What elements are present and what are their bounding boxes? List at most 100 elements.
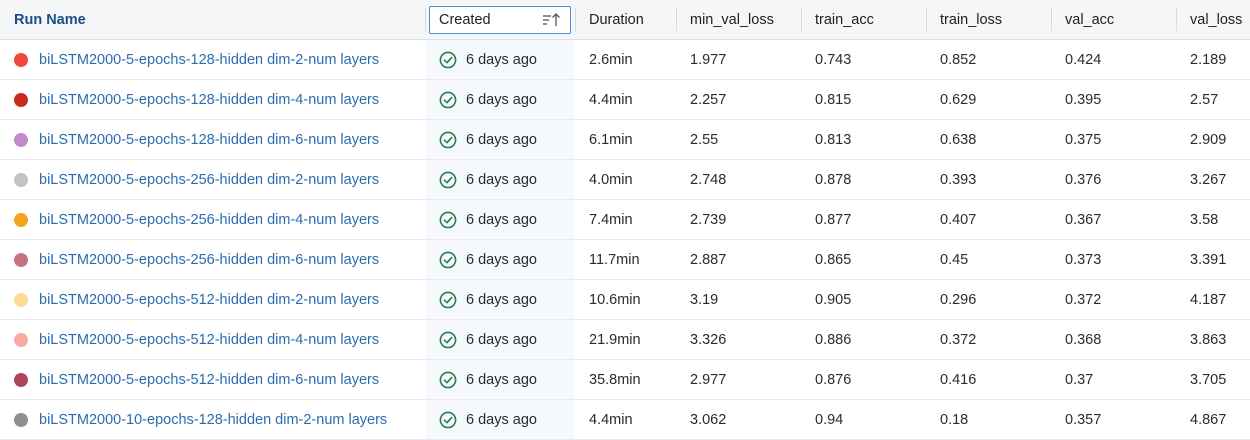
created-cell: 6 days ago <box>425 320 575 359</box>
run-name-cell: biLSTM2000-5-epochs-512-hidden dim-4-num… <box>0 320 425 359</box>
check-circle-icon <box>439 211 457 229</box>
column-header-label: Created <box>439 11 491 28</box>
val-loss-cell: 3.863 <box>1190 331 1227 348</box>
duration-cell: 21.9min <box>589 331 641 348</box>
train-loss-cell: 0.45 <box>940 251 969 268</box>
val-loss-cell: 3.58 <box>1190 211 1219 228</box>
created-cell: 6 days ago <box>425 120 575 159</box>
val-loss-cell: 2.57 <box>1190 91 1219 108</box>
run-name-link[interactable]: biLSTM2000-5-epochs-256-hidden dim-2-num… <box>39 171 380 188</box>
check-circle-icon <box>439 251 457 269</box>
check-circle-icon <box>439 411 457 429</box>
val-acc-cell: 0.357 <box>1065 411 1102 428</box>
run-name-link[interactable]: biLSTM2000-10-epochs-128-hidden dim-2-nu… <box>39 411 388 428</box>
run-name-link[interactable]: biLSTM2000-5-epochs-512-hidden dim-2-num… <box>39 291 380 308</box>
val-acc-cell: 0.368 <box>1065 331 1102 348</box>
run-name-link[interactable]: biLSTM2000-5-epochs-256-hidden dim-4-num… <box>39 211 380 228</box>
duration-cell: 4.0min <box>589 171 633 188</box>
duration-cell: 11.7min <box>589 251 640 268</box>
created-cell: 6 days ago <box>425 80 575 119</box>
run-name-link[interactable]: biLSTM2000-5-epochs-512-hidden dim-6-num… <box>39 371 380 388</box>
run-color-swatch[interactable] <box>14 172 28 187</box>
run-color-swatch[interactable] <box>14 132 28 147</box>
val-loss-cell: 3.705 <box>1190 371 1227 388</box>
created-time: 6 days ago <box>466 51 537 68</box>
train-loss-cell: 0.629 <box>940 91 977 108</box>
run-color-swatch[interactable] <box>14 292 28 307</box>
created-sort-control[interactable]: Created <box>429 5 571 34</box>
created-time: 6 days ago <box>466 371 537 388</box>
min-val-loss-cell: 3.062 <box>690 411 727 428</box>
train-acc-cell: 0.877 <box>815 211 852 228</box>
run-name-cell: biLSTM2000-5-epochs-512-hidden dim-6-num… <box>0 360 425 399</box>
table-row[interactable]: biLSTM2000-5-epochs-512-hidden dim-4-num… <box>0 320 1250 360</box>
val-acc-cell: 0.376 <box>1065 171 1102 188</box>
column-header-label: train_acc <box>815 11 874 28</box>
column-header-run-name[interactable]: Run Name <box>0 0 425 39</box>
duration-cell: 4.4min <box>589 91 633 108</box>
sort-ascending-icon[interactable] <box>542 12 562 28</box>
table-header: Run Name Created Duration min_v <box>0 0 1250 40</box>
table-row[interactable]: biLSTM2000-5-epochs-128-hidden dim-4-num… <box>0 80 1250 120</box>
table-row[interactable]: biLSTM2000-5-epochs-128-hidden dim-2-num… <box>0 40 1250 80</box>
table-row[interactable]: biLSTM2000-5-epochs-512-hidden dim-2-num… <box>0 280 1250 320</box>
table-row[interactable]: biLSTM2000-5-epochs-256-hidden dim-2-num… <box>0 160 1250 200</box>
created-cell: 6 days ago <box>425 240 575 279</box>
created-cell: 6 days ago <box>425 360 575 399</box>
column-header-train-loss[interactable]: train_loss <box>926 0 1051 39</box>
train-acc-cell: 0.94 <box>815 411 844 428</box>
run-name-cell: biLSTM2000-5-epochs-128-hidden dim-2-num… <box>0 40 425 79</box>
run-name-cell: biLSTM2000-5-epochs-128-hidden dim-6-num… <box>0 120 425 159</box>
column-header-min-val-loss[interactable]: min_val_loss <box>676 0 801 39</box>
val-acc-cell: 0.395 <box>1065 91 1102 108</box>
run-color-swatch[interactable] <box>14 412 28 427</box>
run-color-swatch[interactable] <box>14 332 28 347</box>
run-name-link[interactable]: biLSTM2000-5-epochs-128-hidden dim-6-num… <box>39 131 380 148</box>
created-cell: 6 days ago <box>425 400 575 439</box>
duration-cell: 10.6min <box>589 291 641 308</box>
run-color-swatch[interactable] <box>14 212 28 227</box>
train-loss-cell: 0.638 <box>940 131 977 148</box>
train-loss-cell: 0.852 <box>940 51 977 68</box>
table-row[interactable]: biLSTM2000-5-epochs-256-hidden dim-6-num… <box>0 240 1250 280</box>
run-color-swatch[interactable] <box>14 252 28 267</box>
column-header-duration[interactable]: Duration <box>575 0 676 39</box>
created-time: 6 days ago <box>466 171 537 188</box>
val-loss-cell: 2.189 <box>1190 51 1227 68</box>
run-name-link[interactable]: biLSTM2000-5-epochs-128-hidden dim-2-num… <box>39 51 380 68</box>
column-header-label: val_loss <box>1190 11 1243 28</box>
min-val-loss-cell: 3.19 <box>690 291 719 308</box>
check-circle-icon <box>439 171 457 189</box>
train-loss-cell: 0.416 <box>940 371 977 388</box>
run-color-swatch[interactable] <box>14 52 28 67</box>
run-name-link[interactable]: biLSTM2000-5-epochs-128-hidden dim-4-num… <box>39 91 380 108</box>
check-circle-icon <box>439 91 457 109</box>
run-name-link[interactable]: biLSTM2000-5-epochs-512-hidden dim-4-num… <box>39 331 380 348</box>
check-circle-icon <box>439 131 457 149</box>
train-loss-cell: 0.296 <box>940 291 977 308</box>
run-color-swatch[interactable] <box>14 92 28 107</box>
run-color-swatch[interactable] <box>14 372 28 387</box>
min-val-loss-cell: 2.748 <box>690 171 727 188</box>
val-acc-cell: 0.37 <box>1065 371 1094 388</box>
column-header-val-loss[interactable]: val_loss <box>1176 0 1250 39</box>
train-acc-cell: 0.886 <box>815 331 852 348</box>
column-header-val-acc[interactable]: val_acc <box>1051 0 1176 39</box>
run-name-cell: biLSTM2000-10-epochs-128-hidden dim-2-nu… <box>0 400 425 439</box>
created-cell: 6 days ago <box>425 280 575 319</box>
duration-cell: 35.8min <box>589 371 641 388</box>
column-header-train-acc[interactable]: train_acc <box>801 0 926 39</box>
table-row[interactable]: biLSTM2000-5-epochs-512-hidden dim-6-num… <box>0 360 1250 400</box>
run-name-link[interactable]: biLSTM2000-5-epochs-256-hidden dim-6-num… <box>39 251 380 268</box>
check-circle-icon <box>439 331 457 349</box>
table-row[interactable]: biLSTM2000-10-epochs-128-hidden dim-2-nu… <box>0 400 1250 440</box>
table-row[interactable]: biLSTM2000-5-epochs-128-hidden dim-6-num… <box>0 120 1250 160</box>
created-time: 6 days ago <box>466 411 537 428</box>
min-val-loss-cell: 3.326 <box>690 331 727 348</box>
column-header-created[interactable]: Created <box>425 0 575 39</box>
val-loss-cell: 3.391 <box>1190 251 1227 268</box>
check-circle-icon <box>439 371 457 389</box>
table-row[interactable]: biLSTM2000-5-epochs-256-hidden dim-4-num… <box>0 200 1250 240</box>
duration-cell: 6.1min <box>589 131 633 148</box>
